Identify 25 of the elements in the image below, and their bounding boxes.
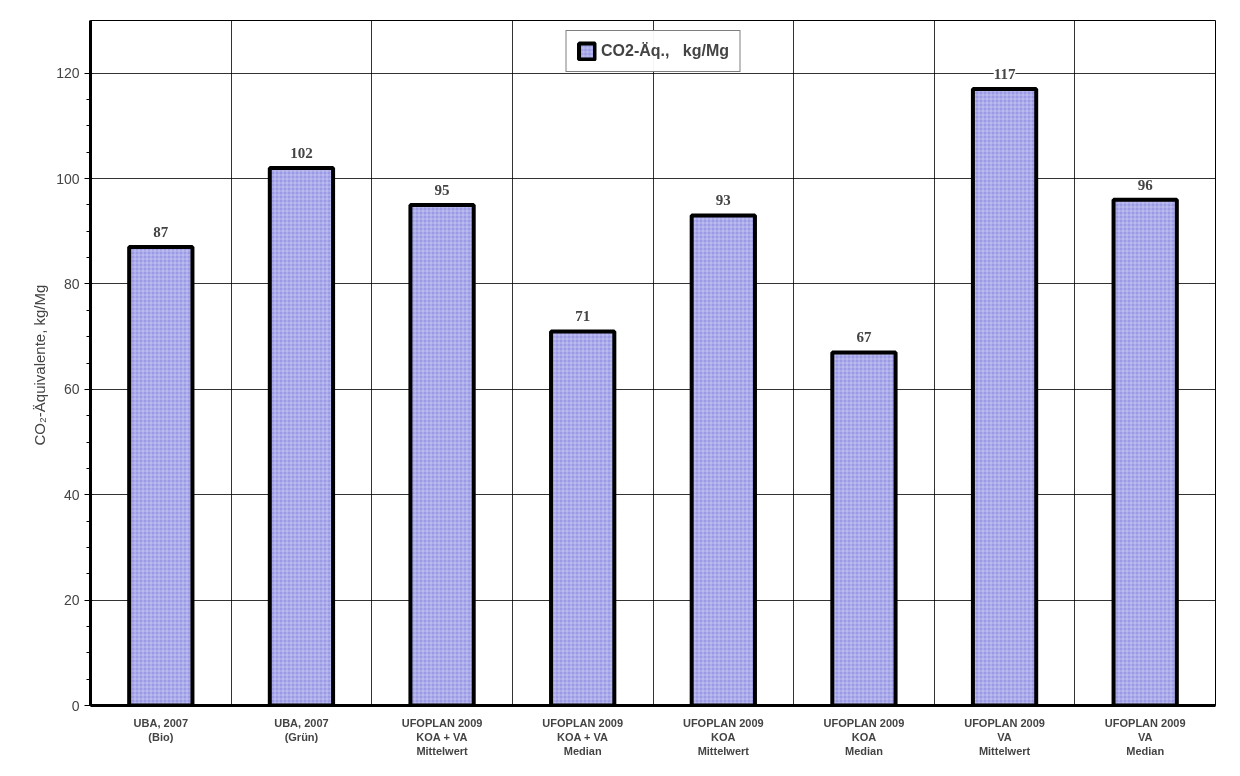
data-label: 71 (575, 308, 591, 325)
data-label: 102 (290, 145, 313, 162)
x-tick-label: UFOPLAN 2009 KOA + VA Median (542, 716, 624, 758)
data-label: 96 (1137, 176, 1154, 193)
x-tick-label: UBA, 2007 (Grün) (274, 716, 329, 743)
data-label: 95 (434, 181, 450, 198)
x-tick-label: UFOPLAN 2009 KOA Mittelwert (682, 716, 764, 758)
data-label: 87 (153, 224, 169, 241)
data-label: 117 (993, 66, 1016, 82)
y-tick-label: 80 (63, 275, 80, 292)
x-tick-label: UFOPLAN 2009 VA Mittelwert (964, 716, 1045, 758)
x-tick-label: UFOPLAN 2009 KOA Median (823, 716, 905, 758)
x-tick-label: UBA, 2007 (Bio) (133, 716, 189, 743)
y-tick-label: 20 (63, 592, 80, 609)
x-tick-label: UFOPLAN 2009 VA Median (1104, 716, 1186, 758)
y-tick-label: 40 (63, 486, 80, 503)
legend-label: CO2-Äq., kg/Mg (601, 42, 729, 60)
x-tick-label: UFOPLAN 2009 KOA + VA Mittelwert (401, 716, 483, 758)
y-tick-label: 0 (71, 697, 80, 714)
y-axis-title: CO₂-Äquivalente, kg/Mg (31, 284, 49, 446)
y-tick-label: 100 (56, 170, 80, 187)
data-label: 67 (856, 329, 872, 346)
data-label: 93 (715, 192, 731, 209)
y-tick-label: 120 (56, 65, 80, 82)
y-tick-label: 60 (63, 381, 80, 398)
